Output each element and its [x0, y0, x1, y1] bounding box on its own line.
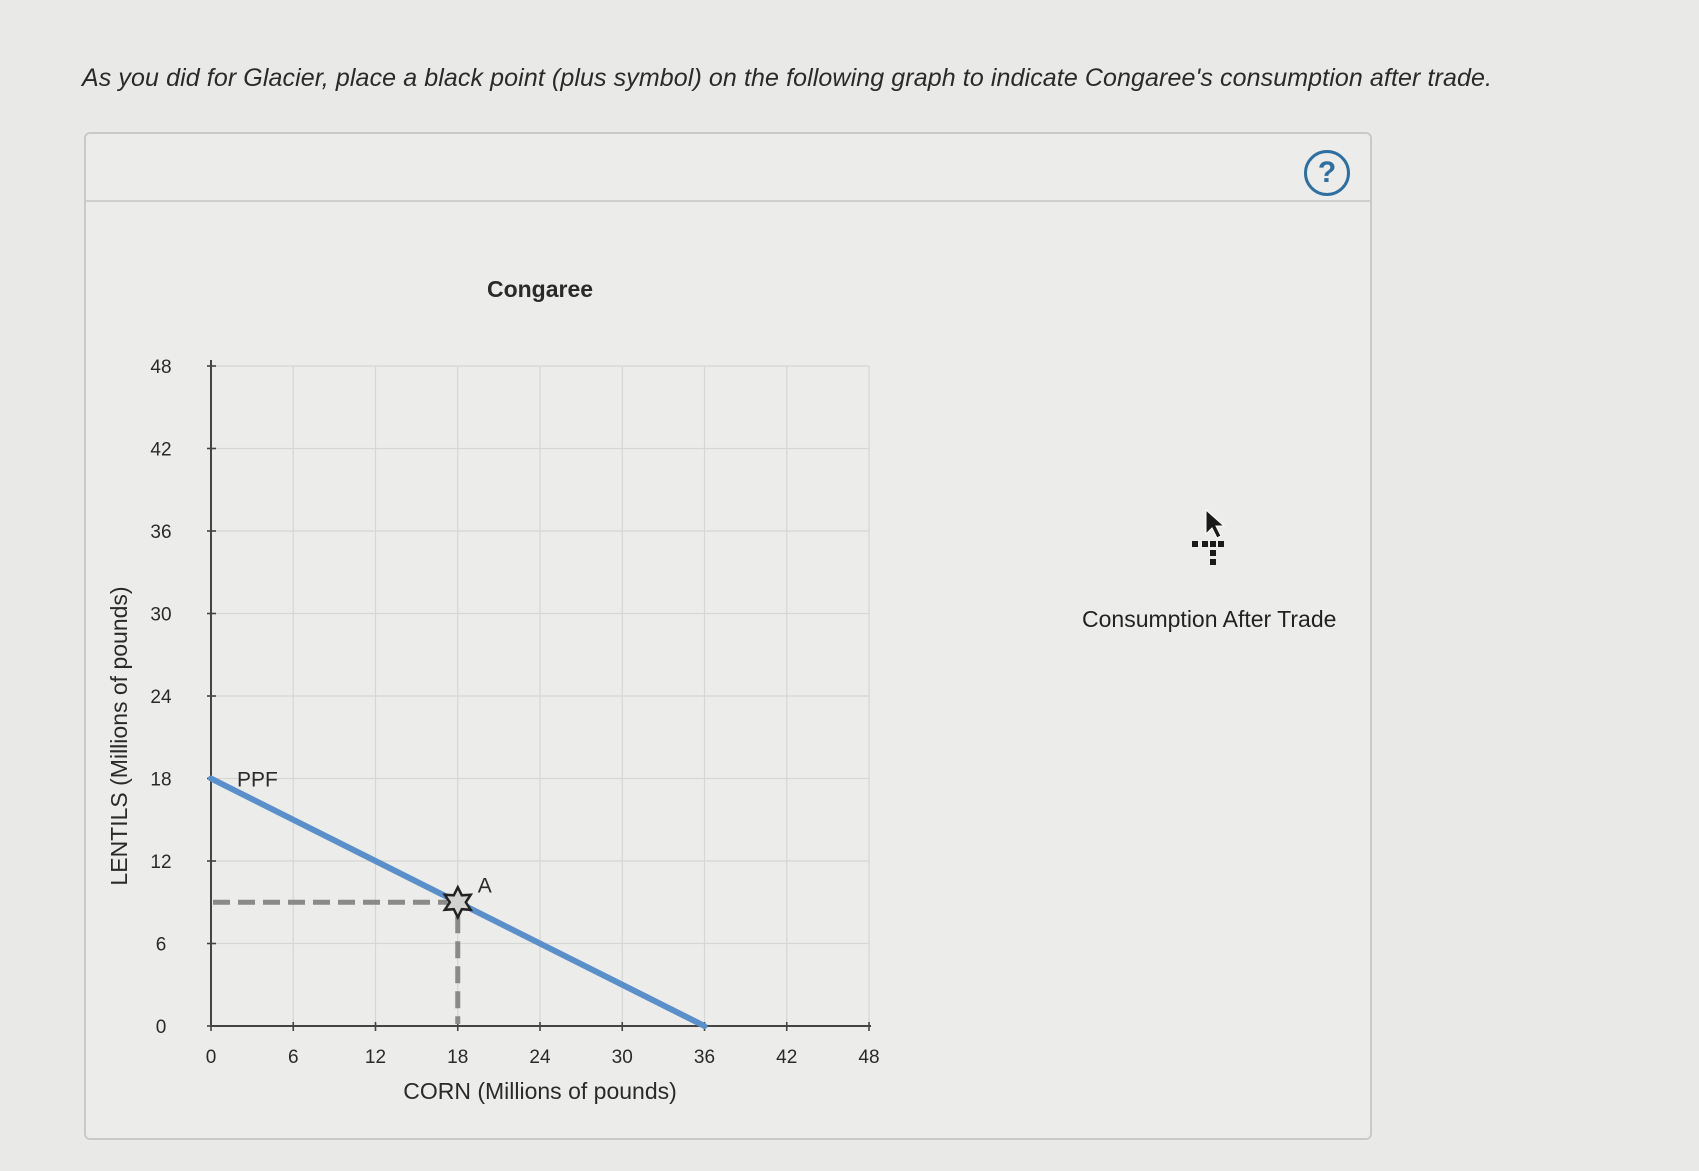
- y-tick-label: 6: [156, 935, 167, 956]
- help-button[interactable]: ?: [1304, 150, 1350, 196]
- x-tick-label: 30: [612, 1047, 633, 1068]
- y-tick-label: 18: [150, 770, 171, 791]
- question-prompt: As you did for Glacier, place a black po…: [82, 64, 1493, 92]
- ppf-label: PPF: [237, 769, 278, 792]
- graph-panel: ? 0 6 12 18 24 30 36 42 48 0 6 12 18 24 30 36 42 48 Congar…: [84, 132, 1372, 1140]
- x-tick-label: 36: [694, 1047, 715, 1068]
- y-tick-label: 36: [150, 522, 171, 543]
- plus-symbol: [1192, 541, 1224, 565]
- consumption-after-trade-label: Consumption After Trade: [1082, 606, 1337, 632]
- y-tick-label: 24: [150, 687, 172, 708]
- x-tick-label: 42: [776, 1047, 797, 1068]
- cursor-arrow-icon: [1205, 508, 1226, 539]
- chart-title: Congaree: [487, 276, 593, 302]
- x-tick-label: 48: [858, 1047, 879, 1068]
- congaree-chart[interactable]: 0 6 12 18 24 30 36 42 48 0 6 12 18 24 30 36 42 48 Congaree…: [86, 134, 1370, 1138]
- x-tick-label: 18: [447, 1047, 468, 1068]
- question-icon: ?: [1317, 156, 1337, 189]
- y-tick-label: 42: [150, 440, 171, 461]
- y-tick-label: 12: [150, 852, 171, 873]
- x-axis-label: CORN (Millions of pounds): [403, 1078, 677, 1104]
- x-tick-label: 12: [365, 1047, 386, 1068]
- point-a-marker[interactable]: [442, 884, 474, 921]
- x-tick-label: 6: [288, 1047, 299, 1068]
- y-tick-label: 0: [156, 1017, 167, 1038]
- point-a-label: A: [478, 874, 492, 897]
- y-axis-label: LENTILS (Millions of pounds): [106, 586, 132, 885]
- plus-point-icon[interactable]: [1186, 506, 1246, 576]
- y-tick-label: 48: [150, 357, 171, 378]
- panel-header: ?: [86, 134, 1370, 202]
- x-tick-label: 24: [529, 1047, 551, 1068]
- y-tick-label: 30: [150, 605, 171, 626]
- x-tick-label: 0: [206, 1047, 217, 1068]
